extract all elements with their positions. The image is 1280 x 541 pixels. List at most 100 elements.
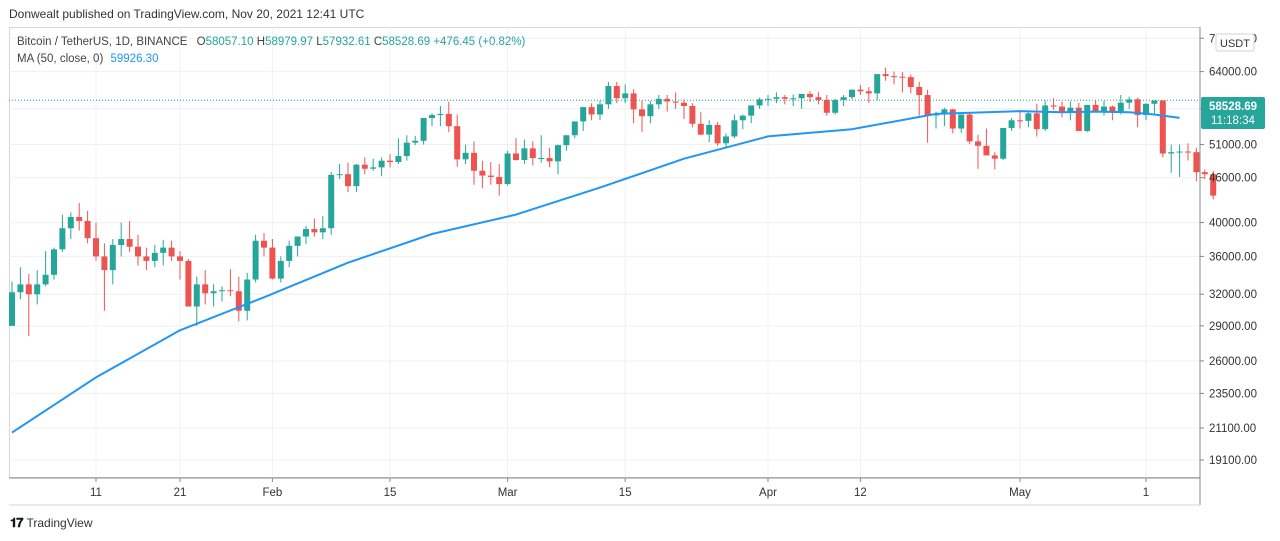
candle-up [706,124,713,135]
candle-up [252,240,259,280]
candle-up [748,105,755,116]
candle-down [1092,104,1099,112]
candle-down [1059,106,1065,113]
legend-open-label: O [196,36,206,48]
candle-down [865,91,872,94]
price-label: 21100.00 [1209,423,1256,435]
time-label: 1 [1143,487,1149,499]
time-label: Apr [759,487,777,499]
candle-down [235,291,242,311]
candle-down [1193,152,1200,173]
candle-up [109,245,116,271]
price-label: 26000.00 [1209,356,1257,368]
candle-up [328,174,335,229]
candle-up [336,174,343,176]
candle-down [983,145,990,156]
candle-down [185,260,192,307]
candle-down [857,89,864,92]
candle-down [991,155,998,159]
price-label: 29000.00 [1209,321,1257,333]
candle-up [756,99,763,106]
candle-down [966,114,973,142]
candle-down [1075,107,1082,131]
legend-low: 57932.61 [322,36,371,48]
candle-up [17,284,24,293]
legend-high-label: H [256,36,266,48]
candle-down [227,290,234,292]
time-label: 12 [854,487,867,499]
candle-up [1042,105,1049,130]
candle-up [9,292,15,326]
candle-down [177,256,183,261]
candle-up [42,274,49,285]
candle-up [437,113,444,116]
candle-up [319,228,326,233]
candle-down [1159,100,1166,154]
candle-up [622,93,629,99]
candle-up [1101,106,1107,112]
candle-up [412,140,419,143]
candle-down [807,93,813,98]
candle-down [899,76,906,78]
candle-down [689,105,696,124]
candle-up [647,104,654,117]
time-label: 15 [384,487,397,499]
candle-up [67,216,74,229]
candle-down [143,256,150,261]
time-label: 21 [174,487,187,499]
candle-down [916,87,923,96]
time-label: 15 [619,487,632,499]
candle-down [361,164,368,169]
legend-change: +476.45 (+0.82%) [433,36,526,48]
candle-down [882,74,889,77]
candle-down [261,240,267,248]
candle-up [1143,103,1149,116]
candle-down [311,229,318,233]
candle-down [496,176,503,185]
candle-up [1025,113,1032,121]
price-label: 40000.00 [1209,218,1257,230]
tradingview-logo-icon: 𝟏𝟕 [10,515,24,530]
candle-up [571,121,578,136]
candle-up [538,158,545,160]
candle-down [891,76,897,78]
candle-up [1008,120,1015,128]
candle-up [34,284,41,295]
candle-down [664,98,671,102]
candle-down [697,123,704,135]
candle-up [395,156,402,163]
candle-up [605,85,612,105]
candle-up [563,135,570,146]
candle-down [93,238,99,257]
candle-up [521,148,528,161]
candle-down [76,216,83,221]
legend-ma-value: 59926.30 [110,53,159,65]
candle-down [681,102,687,106]
candle-up [1168,152,1175,154]
candle-up [580,107,587,122]
candle-down [714,124,721,144]
candle-down [1017,120,1023,122]
candle-up [1084,104,1091,131]
candle-down [471,152,477,171]
last-price-text: 58528.69 [1209,101,1257,113]
candle-up [941,109,948,115]
price-label: 23500.00 [1209,388,1257,400]
candle-up [1126,99,1133,103]
candle-down [1050,105,1057,107]
candle-up [429,115,435,118]
price-label: 64000.00 [1209,67,1257,79]
candle-down [25,284,32,295]
candle-up [51,249,57,275]
time-label: 11 [90,487,102,499]
candle-up [773,97,780,99]
candle-up [462,152,469,160]
footer-brand[interactable]: 𝟏𝟕 TradingView [10,515,93,531]
candle-down [630,93,637,110]
price-label: 51000.00 [1209,140,1257,152]
candle-down [1201,172,1208,175]
footer-brand-text: TradingView [26,516,93,530]
candle-down [84,220,91,239]
publisher-line: Donwealt published on TradingView.com, N… [9,7,365,21]
candle-down [135,246,141,257]
